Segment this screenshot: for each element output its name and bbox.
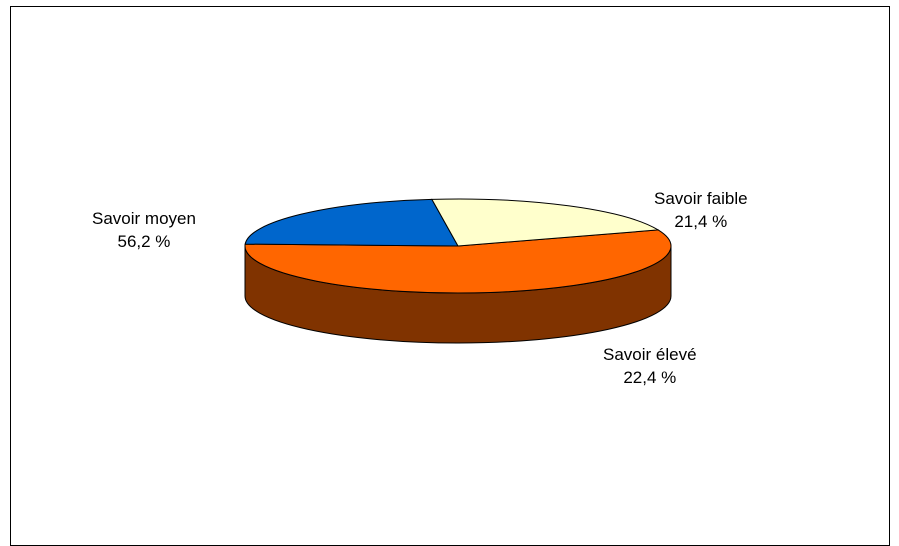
slice-label-savoir-eleve: Savoir élevé 22,4 %	[603, 343, 697, 389]
slice-savoir-faible	[431, 198, 660, 247]
slice-savoir-moyen	[244, 229, 672, 294]
slice-name: Savoir faible	[654, 189, 748, 208]
slice-name: Savoir élevé	[603, 345, 697, 364]
slice-name: Savoir moyen	[92, 209, 196, 228]
slice-value: 22,4 %	[623, 368, 677, 387]
slice-savoir-eleve	[244, 198, 459, 247]
slice-label-savoir-faible: Savoir faible 21,4 %	[654, 187, 748, 233]
slice-value: 21,4 %	[674, 212, 728, 231]
pie-chart	[244, 198, 672, 344]
slice-label-savoir-moyen: Savoir moyen 56,2 %	[92, 207, 196, 253]
pie-tops	[244, 198, 672, 294]
slice-value: 56,2 %	[117, 232, 171, 251]
